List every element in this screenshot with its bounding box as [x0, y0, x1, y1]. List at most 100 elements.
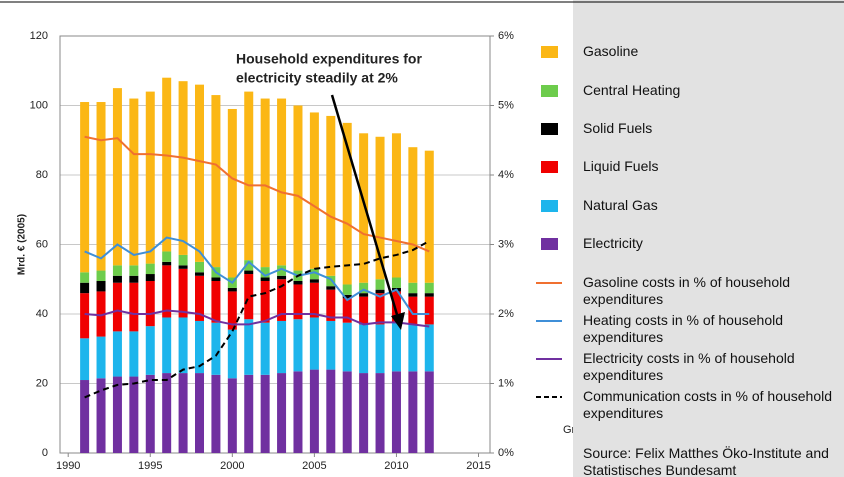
bar-segment: [112, 331, 122, 377]
bar-segment: [408, 296, 418, 325]
bar-segment: [375, 373, 385, 453]
bar-segment: [195, 373, 205, 453]
bar-segment: [129, 331, 139, 377]
bar-segment: [375, 293, 385, 325]
bar-segment: [309, 279, 319, 283]
bar-segment: [277, 373, 287, 453]
bar-segment: [391, 291, 401, 323]
bar-segment: [293, 319, 303, 372]
bar-segment: [80, 102, 90, 273]
bar-segment: [227, 287, 237, 292]
legend-label: Electricity: [583, 235, 643, 251]
bar-segment: [80, 282, 90, 294]
y2-tick-label: 3%: [498, 238, 514, 250]
legend-panel: [573, 0, 844, 477]
bar-segment: [211, 277, 221, 281]
y2-tick-label: 0%: [498, 447, 514, 459]
bar-segment: [277, 320, 287, 374]
y2-tick-label: 2%: [498, 308, 514, 320]
bar-segment: [145, 280, 155, 327]
bar-segment: [162, 261, 172, 266]
bar-segment: [145, 326, 155, 375]
bar-segment: [326, 320, 336, 370]
bar-segment: [145, 274, 155, 281]
bar-segment: [260, 280, 270, 323]
bar-segment: [80, 272, 90, 283]
x-tick-label: 2005: [302, 460, 326, 472]
legend-label: Gasoline: [583, 43, 639, 59]
source: Source: Felix Matthes Öko-Institute and …: [583, 445, 829, 477]
legend-label: Gasoline costs in % of household expendi…: [583, 274, 791, 307]
y-tick-label: 0: [42, 447, 48, 459]
bar-segment: [162, 265, 172, 318]
bar-segment: [326, 275, 336, 287]
bar-segment: [359, 324, 369, 374]
bar-segment: [112, 265, 122, 276]
bar-segment: [260, 98, 270, 268]
bar-segment: [391, 322, 401, 372]
bar-segment: [178, 373, 188, 453]
bar-segment: [342, 298, 352, 323]
bar-segment: [342, 322, 352, 372]
bar-segment: [359, 296, 369, 325]
bar-segment: [96, 336, 106, 379]
bar-segment: [227, 329, 237, 379]
arrow-head: [391, 312, 405, 330]
bar-segment: [260, 277, 270, 281]
bar-segment: [359, 282, 369, 294]
y-axis-label: Mrd. € (2005): [17, 214, 28, 275]
y2-tick-label: 4%: [498, 169, 514, 181]
y-tick-label: 80: [36, 169, 48, 181]
bar-segment: [129, 282, 139, 332]
bar-segment: [244, 274, 254, 320]
y2-tick-label: 6%: [498, 30, 514, 42]
y-tick-label: 40: [36, 308, 48, 320]
bar-segment: [129, 265, 139, 276]
x-tick-label: 2010: [384, 460, 408, 472]
legend-label: Solid Fuels: [583, 120, 653, 136]
bar-segment: [293, 280, 303, 285]
bar-segment: [408, 293, 418, 297]
bar-segment: [162, 77, 172, 252]
bar-segment: [80, 380, 90, 453]
legend-label: Heating costs in % of household expendit…: [583, 312, 784, 345]
bar-segment: [424, 150, 434, 283]
bar-segment: [342, 294, 352, 299]
legend-label: Natural Gas: [583, 197, 658, 213]
bar-segment: [375, 136, 385, 280]
bar-segment: [342, 371, 352, 453]
bar-segment: [375, 324, 385, 374]
bar-segment: [342, 122, 352, 285]
bar-segment: [162, 251, 172, 262]
line-series: [84, 135, 430, 253]
bar-segment: [309, 268, 319, 280]
bar-segment: [129, 376, 139, 453]
bar-segment: [80, 338, 90, 381]
bar-segment: [96, 291, 106, 337]
legend-label: Liquid Fuels: [583, 158, 659, 174]
arrow: [330, 94, 400, 319]
bar-segment: [391, 133, 401, 278]
bar-segment: [195, 275, 205, 321]
bar-segment: [293, 284, 303, 320]
bar-segment: [309, 317, 319, 370]
bar-segment: [195, 261, 205, 273]
bar-segment: [293, 105, 303, 271]
bar-segment: [178, 81, 188, 255]
y-tick-label: 120: [30, 30, 48, 42]
bar-segment: [391, 277, 401, 288]
bar-segment: [408, 371, 418, 453]
line-series: [84, 236, 430, 315]
y-tick-label: 100: [30, 99, 48, 111]
bar-segment: [211, 322, 221, 375]
annotation: electricity steadily at 2%: [236, 70, 398, 86]
bar-segment: [293, 371, 303, 453]
bar-segment: [375, 289, 385, 294]
bar-segment: [244, 270, 254, 275]
bar-segment: [408, 282, 418, 294]
bar-segment: [211, 374, 221, 453]
bar-segment: [96, 378, 106, 453]
y2-tick-label: 5%: [498, 99, 514, 111]
